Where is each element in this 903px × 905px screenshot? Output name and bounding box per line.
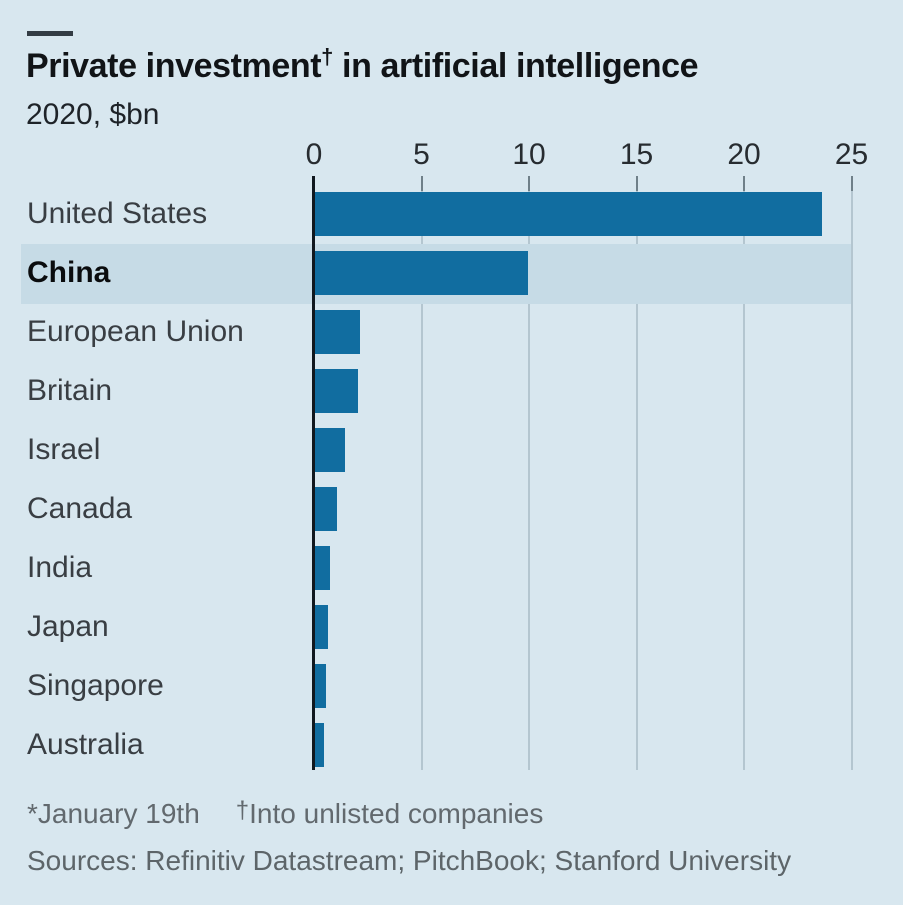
row-label-united-states: United States bbox=[27, 197, 208, 230]
row-label-india: India bbox=[27, 551, 93, 584]
dagger-symbol: † bbox=[235, 797, 250, 824]
title-dash bbox=[27, 31, 73, 36]
row-label-britain: Britain bbox=[27, 374, 113, 407]
bar-japan bbox=[315, 605, 328, 649]
bar-european-union bbox=[315, 310, 360, 354]
dagger-footnote-text: Into unlisted companies bbox=[249, 798, 544, 829]
axis-tick-mark bbox=[528, 176, 530, 191]
bar-israel bbox=[315, 428, 345, 472]
bar-singapore bbox=[315, 664, 326, 708]
x-axis-tick-label: 10 bbox=[512, 138, 546, 171]
x-axis-tick-label: 5 bbox=[413, 138, 430, 171]
title-dagger-symbol: † bbox=[321, 44, 333, 69]
gridline bbox=[420, 176, 423, 770]
bar-united-states bbox=[315, 192, 822, 236]
row-label-china: China bbox=[27, 256, 111, 289]
x-axis-tick-label: 15 bbox=[619, 138, 654, 171]
row-label-israel: Israel bbox=[27, 433, 101, 466]
axis-tick-mark bbox=[743, 176, 745, 191]
x-axis-tick-label: 0 bbox=[305, 138, 323, 171]
row-label-singapore: Singapore bbox=[27, 669, 164, 702]
gridline bbox=[528, 176, 530, 770]
dagger-footnote: †Into unlisted companies bbox=[235, 797, 544, 829]
x-axis-tick-label: 20 bbox=[727, 138, 761, 171]
bar-australia bbox=[315, 723, 324, 767]
asterisk-footnote: *January 19th bbox=[27, 798, 200, 829]
axis-tick-mark bbox=[635, 176, 638, 191]
row-label-australia: Australia bbox=[27, 728, 144, 761]
y-axis-line bbox=[312, 176, 315, 770]
x-axis-tick-label: 25 bbox=[834, 138, 869, 171]
gridline bbox=[743, 176, 745, 770]
row-label-european-union: European Union bbox=[27, 315, 244, 348]
chart-subtitle: 2020, $bn bbox=[26, 98, 160, 131]
footnote-line: *January 19th †Into unlisted companies bbox=[27, 797, 543, 830]
bar-canada bbox=[315, 487, 337, 531]
row-label-japan: Japan bbox=[27, 610, 109, 643]
bar-china bbox=[315, 251, 528, 295]
gridline bbox=[635, 176, 638, 770]
chart-title-text-2: in artificial intelligence bbox=[333, 47, 699, 85]
row-label-canada: Canada bbox=[27, 492, 133, 525]
bar-india bbox=[315, 546, 330, 590]
axis-tick-mark bbox=[420, 176, 423, 191]
chart-title-text: Private investment bbox=[26, 47, 322, 85]
bar-britain bbox=[315, 369, 358, 413]
chart-title: Private investment† in artificial intell… bbox=[26, 44, 699, 86]
gridline bbox=[850, 176, 853, 770]
axis-tick-mark bbox=[850, 176, 853, 191]
sources-line: Sources: Refinitiv Datastream; PitchBook… bbox=[27, 845, 792, 876]
